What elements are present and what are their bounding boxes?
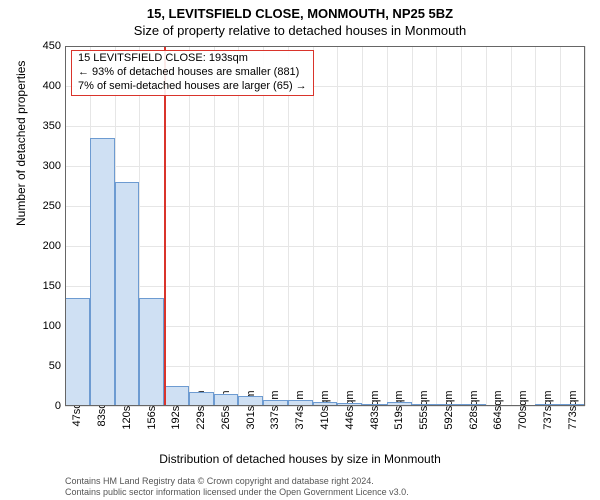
- gridline-v: [436, 46, 437, 406]
- y-tick-label: 100: [43, 320, 61, 332]
- gridline-v: [288, 46, 289, 406]
- gridline-v: [511, 46, 512, 406]
- gridline-v: [560, 46, 561, 406]
- x-tick-label: 737sqm: [542, 390, 554, 429]
- histogram-bar: [387, 402, 412, 406]
- gridline-h: [65, 166, 585, 167]
- histogram-bar: [214, 394, 239, 406]
- x-tick-label: 664sqm: [492, 390, 504, 429]
- histogram-bar: [164, 386, 189, 406]
- y-tick-label: 400: [43, 80, 61, 92]
- chart-container: 15, LEVITSFIELD CLOSE, MONMOUTH, NP25 5B…: [0, 0, 600, 500]
- gridline-v: [189, 46, 190, 406]
- gridline-v: [313, 46, 314, 406]
- histogram-bar: [90, 138, 115, 406]
- gridline-h: [65, 246, 585, 247]
- gridline-h: [65, 46, 585, 47]
- histogram-bar: [238, 396, 263, 406]
- x-tick-label: 483sqm: [369, 390, 381, 429]
- y-tick-label: 150: [43, 280, 61, 292]
- gridline-v: [214, 46, 215, 406]
- histogram-bar: [288, 400, 313, 406]
- x-tick-label: 410sqm: [319, 390, 331, 429]
- x-tick-label: 773sqm: [567, 390, 579, 429]
- gridline-v: [387, 46, 388, 406]
- gridline-v: [486, 46, 487, 406]
- reference-line: [164, 46, 166, 406]
- gridline-h: [65, 286, 585, 287]
- x-tick-label: 555sqm: [418, 390, 430, 429]
- gridline-h: [65, 206, 585, 207]
- histogram-bar: [337, 403, 362, 406]
- gridline-v: [362, 46, 363, 406]
- x-tick-label: 628sqm: [468, 390, 480, 429]
- gridline-v: [412, 46, 413, 406]
- x-tick-label: 374sqm: [294, 390, 306, 429]
- y-tick-label: 200: [43, 240, 61, 252]
- gridline-v: [337, 46, 338, 406]
- page-title: 15, LEVITSFIELD CLOSE, MONMOUTH, NP25 5B…: [0, 0, 600, 21]
- histogram-bar: [189, 392, 214, 406]
- annotation-box: 15 LEVITSFIELD CLOSE: 193sqm← 93% of det…: [71, 50, 314, 96]
- footer: Contains HM Land Registry data © Crown c…: [65, 476, 409, 498]
- plot-area: 05010015020025030035040045047sqm83sqm120…: [65, 46, 585, 406]
- y-axis-label: Number of detached properties: [14, 61, 28, 226]
- histogram-bar: [461, 404, 486, 406]
- histogram-bar: [412, 404, 437, 406]
- gridline-h: [65, 126, 585, 127]
- x-tick-label: 519sqm: [393, 390, 405, 429]
- x-axis-label: Distribution of detached houses by size …: [0, 452, 600, 466]
- annotation-line: 15 LEVITSFIELD CLOSE: 193sqm: [78, 52, 307, 66]
- histogram-bar: [362, 404, 387, 406]
- gridline-v: [263, 46, 264, 406]
- histogram-bar: [436, 404, 461, 406]
- x-tick-label: 446sqm: [344, 390, 356, 429]
- annotation-line: ← 93% of detached houses are smaller (88…: [78, 66, 307, 80]
- gridline-v: [461, 46, 462, 406]
- gridline-v: [585, 46, 586, 406]
- gridline-v: [535, 46, 536, 406]
- footer-line: Contains HM Land Registry data © Crown c…: [65, 476, 409, 487]
- page-subtitle: Size of property relative to detached ho…: [0, 21, 600, 38]
- histogram-bar: [65, 298, 90, 406]
- x-tick-label: 700sqm: [517, 390, 529, 429]
- y-tick-label: 50: [49, 360, 61, 372]
- histogram-bar: [313, 402, 338, 406]
- histogram-bar: [139, 298, 164, 406]
- annotation-line: 7% of semi-detached houses are larger (6…: [78, 80, 307, 94]
- footer-line: Contains public sector information licen…: [65, 487, 409, 498]
- y-tick-label: 300: [43, 160, 61, 172]
- y-tick-label: 450: [43, 40, 61, 52]
- y-tick-label: 0: [55, 400, 61, 412]
- histogram-bar: [115, 182, 140, 406]
- gridline-v: [238, 46, 239, 406]
- y-tick-label: 350: [43, 120, 61, 132]
- y-tick-label: 250: [43, 200, 61, 212]
- histogram-bar: [263, 400, 288, 406]
- x-tick-label: 592sqm: [443, 390, 455, 429]
- histogram-bar: [560, 404, 585, 406]
- histogram-bar: [535, 404, 560, 406]
- x-tick-label: 337sqm: [269, 390, 281, 429]
